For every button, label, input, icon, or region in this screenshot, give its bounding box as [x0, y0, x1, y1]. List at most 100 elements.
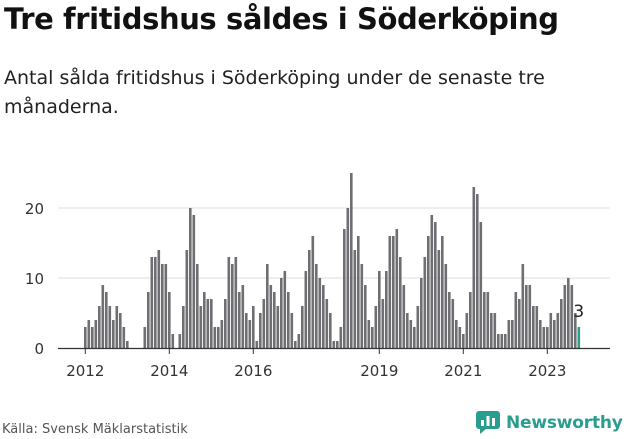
bar	[483, 292, 486, 348]
bar	[549, 313, 553, 348]
bar	[266, 264, 269, 348]
bar	[409, 320, 413, 348]
bars	[84, 173, 581, 348]
bar	[252, 306, 255, 348]
y-tick-label: 0	[34, 340, 44, 358]
y-tick-label: 20	[25, 200, 44, 218]
bar	[497, 334, 500, 348]
bar	[427, 236, 430, 348]
bar	[374, 306, 378, 348]
bar	[199, 306, 203, 348]
bar	[220, 320, 224, 348]
bar	[560, 299, 563, 348]
bar	[115, 306, 119, 348]
bar	[402, 285, 406, 348]
x-tick-label: 2016	[234, 362, 272, 380]
chart-subtitle: Antal sålda fritidshus i Söderköping und…	[4, 67, 545, 118]
bar	[290, 313, 294, 348]
bar	[479, 222, 483, 348]
bar	[164, 264, 168, 348]
bar	[336, 341, 339, 348]
bar	[91, 327, 94, 348]
bar	[325, 299, 329, 348]
bar	[563, 285, 567, 348]
bar	[500, 334, 504, 348]
bar	[448, 292, 451, 348]
x-tick-label: 2019	[360, 362, 398, 380]
bar	[206, 299, 210, 348]
highlight-value-label: 3	[573, 302, 584, 322]
bar	[539, 320, 542, 348]
bar	[150, 257, 154, 348]
bar	[364, 285, 367, 348]
bar	[112, 320, 115, 348]
bar	[535, 306, 539, 348]
bar	[525, 285, 528, 348]
bar	[430, 215, 434, 348]
x-tick-label: 2023	[528, 362, 566, 380]
bar	[339, 327, 343, 348]
bar	[245, 313, 248, 348]
bar	[280, 278, 283, 348]
bar	[171, 334, 175, 348]
bar	[532, 306, 535, 348]
bar	[178, 334, 182, 348]
bar	[542, 327, 546, 348]
bar	[192, 215, 196, 348]
bar	[210, 299, 213, 348]
bar	[518, 299, 521, 348]
bar	[94, 320, 98, 348]
bar	[315, 264, 318, 348]
bar	[227, 257, 231, 348]
bar	[469, 292, 472, 348]
bar	[87, 320, 91, 348]
bar	[521, 264, 525, 348]
bar	[528, 285, 532, 348]
bar	[147, 292, 150, 348]
bar	[101, 285, 105, 348]
bar	[388, 236, 392, 348]
bar	[238, 292, 241, 348]
brand-logo[interactable]: Newsworthy	[476, 409, 623, 437]
x-tick-label: 2014	[150, 362, 188, 380]
bar	[493, 313, 497, 348]
bar	[122, 327, 126, 348]
bar	[213, 327, 217, 348]
bar	[413, 327, 416, 348]
bar	[371, 327, 374, 348]
bar	[346, 208, 350, 348]
bar	[273, 292, 276, 348]
bar-highlight	[577, 327, 581, 348]
bar	[367, 320, 371, 348]
bar	[283, 271, 287, 348]
bar	[357, 236, 360, 348]
bar	[217, 327, 220, 348]
bar	[287, 292, 290, 348]
bar	[294, 341, 297, 348]
bar	[84, 327, 87, 348]
bar	[458, 327, 462, 348]
bar	[308, 250, 311, 348]
source-note: Källa: Svensk Mäklarstatistik	[2, 422, 188, 437]
bar	[444, 264, 448, 348]
bar	[119, 313, 122, 348]
bar	[472, 187, 476, 348]
bar	[420, 278, 423, 348]
bar	[259, 313, 262, 348]
bar	[343, 229, 346, 348]
bar	[105, 292, 108, 348]
bar	[511, 320, 514, 348]
bar	[255, 341, 259, 348]
bar	[437, 250, 441, 348]
bar	[182, 306, 185, 348]
bar	[98, 306, 101, 348]
bar	[154, 257, 157, 348]
bar	[504, 334, 507, 348]
bar	[486, 292, 490, 348]
bar	[451, 299, 455, 348]
x-tick-label: 2012	[66, 362, 104, 380]
bar	[318, 278, 322, 348]
bar	[567, 278, 570, 348]
bar	[322, 285, 325, 348]
bar-chart: 0 10 20 2012 2014 2016 2019 2021 2023 3	[25, 173, 610, 380]
